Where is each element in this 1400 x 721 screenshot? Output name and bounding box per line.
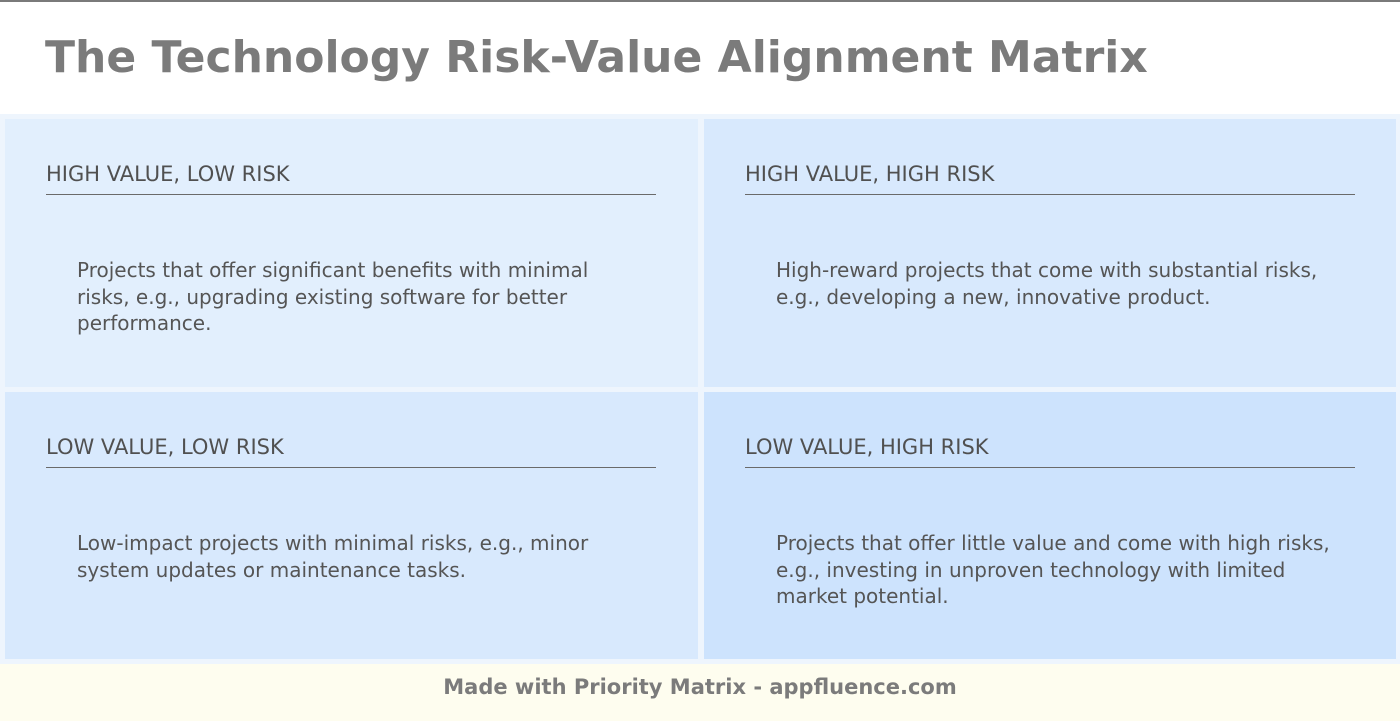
quadrant-high-value-high-risk: HIGH VALUE, HIGH RISK High-reward projec… <box>704 119 1396 387</box>
quadrant-description: Projects that offer significant benefits… <box>77 258 589 335</box>
quadrant-description: Low-impact projects with minimal risks, … <box>77 531 589 582</box>
quadrant-low-value-low-risk: LOW VALUE, LOW RISK Low-impact projects … <box>5 392 698 659</box>
quadrant-description: High-reward projects that come with subs… <box>776 258 1318 309</box>
page-title: The Technology Risk-Value Alignment Matr… <box>45 32 1148 83</box>
top-border <box>0 0 1400 2</box>
quadrant-heading: LOW VALUE, LOW RISK <box>46 434 656 468</box>
footer-credit: Made with Priority Matrix - appfluence.c… <box>0 664 1400 721</box>
quadrant-high-value-low-risk: HIGH VALUE, LOW RISK Projects that offer… <box>5 119 698 387</box>
matrix-grid: HIGH VALUE, LOW RISK Projects that offer… <box>0 114 1400 664</box>
quadrant-description: Projects that offer little value and com… <box>776 531 1330 608</box>
quadrant-heading: HIGH VALUE, LOW RISK <box>46 161 656 195</box>
quadrant-heading: HIGH VALUE, HIGH RISK <box>745 161 1355 195</box>
quadrant-low-value-high-risk: LOW VALUE, HIGH RISK Projects that offer… <box>704 392 1396 659</box>
quadrant-heading: LOW VALUE, HIGH RISK <box>745 434 1355 468</box>
